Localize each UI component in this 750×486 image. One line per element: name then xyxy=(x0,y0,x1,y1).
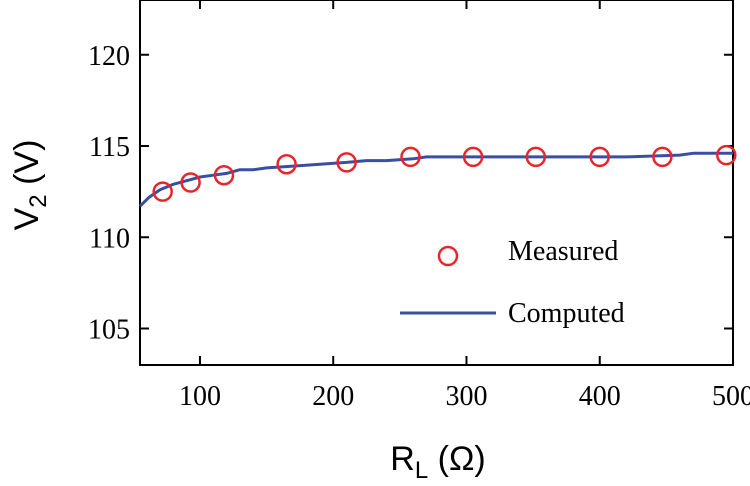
x-tick-label: 400 xyxy=(579,381,621,412)
y-tick-label: 110 xyxy=(89,223,130,254)
x-axis-title-suffix: (Ω) xyxy=(428,440,486,478)
svg-text:V2 (V): V2 (V) xyxy=(8,140,52,231)
series-layer xyxy=(138,144,737,208)
legend: Measured Computed xyxy=(400,236,625,329)
measured-point xyxy=(152,181,173,202)
measured-point xyxy=(276,153,297,175)
svg-text:RL (Ω): RL (Ω) xyxy=(390,440,485,484)
measured-point xyxy=(525,146,547,168)
y-tick-label: 120 xyxy=(88,41,130,72)
y-axis-title: V2 (V) xyxy=(8,140,52,231)
measured-point xyxy=(589,146,610,168)
measured-point xyxy=(180,172,201,193)
y-tick-label: 105 xyxy=(88,315,130,346)
x-axis-title: RL (Ω) xyxy=(390,440,485,484)
y-axis-title-main: V xyxy=(8,207,46,230)
legend-computed-label: Computed xyxy=(508,298,625,329)
measured-point xyxy=(336,152,357,173)
measured-point xyxy=(652,146,673,168)
measured-point xyxy=(213,164,235,186)
plot-frame xyxy=(139,0,734,366)
measured-point xyxy=(400,146,421,168)
measured-point xyxy=(462,146,484,168)
measured-point xyxy=(716,144,737,166)
y-axis-title-suffix: (V) xyxy=(8,140,46,195)
y-tick-label: 115 xyxy=(89,132,130,163)
x-axis-ticks: 100 200 300 400 500 xyxy=(179,0,750,412)
x-axis-title-sub: L xyxy=(415,457,428,484)
computed-series-line xyxy=(138,151,733,208)
x-tick-label: 300 xyxy=(445,381,487,412)
legend-measured-label: Measured xyxy=(508,236,618,267)
legend-measured-marker xyxy=(437,245,459,267)
x-tick-label: 500 xyxy=(712,381,750,412)
x-axis-title-main: R xyxy=(390,440,415,478)
y-axis-title-sub: 2 xyxy=(25,194,52,207)
y-axis-ticks: 105 110 115 120 xyxy=(88,41,733,346)
x-tick-label: 200 xyxy=(312,381,354,412)
x-tick-label: 100 xyxy=(179,381,221,412)
